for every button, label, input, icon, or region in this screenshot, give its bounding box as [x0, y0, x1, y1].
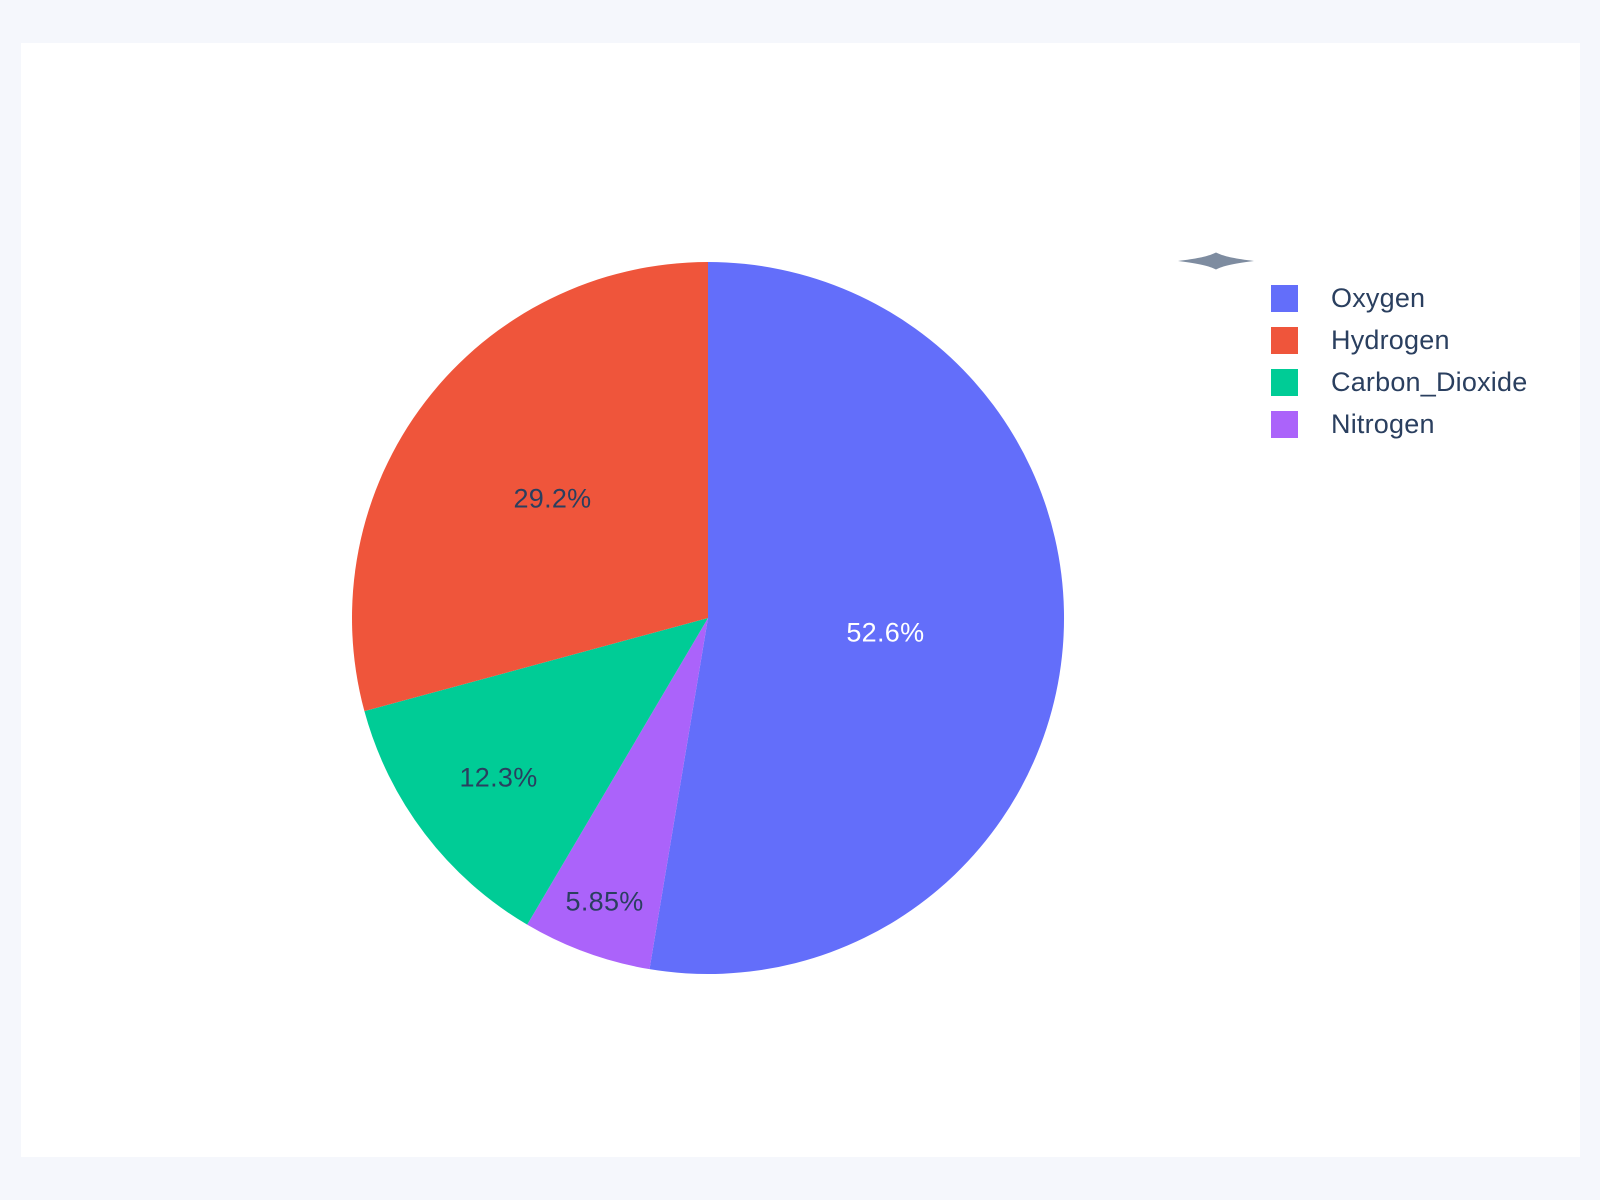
pie-slice-oxygen[interactable]: [649, 262, 1065, 974]
legend: Oxygen Hydrogen Carbon_Dioxide Nitrogen: [1271, 277, 1527, 445]
spindle-diamond-icon: [1178, 252, 1254, 270]
legend-swatch-nitrogen: [1271, 410, 1298, 438]
legend-item-hydrogen[interactable]: Hydrogen: [1271, 319, 1527, 361]
legend-item-carbon-dioxide[interactable]: Carbon_Dioxide: [1271, 361, 1527, 403]
pie-slice-nitrogen[interactable]: [527, 618, 708, 970]
legend-swatch-oxygen: [1271, 284, 1298, 312]
legend-item-nitrogen[interactable]: Nitrogen: [1271, 403, 1527, 445]
legend-label-oxygen: Oxygen: [1331, 282, 1426, 313]
legend-item-oxygen[interactable]: Oxygen: [1271, 277, 1527, 319]
legend-swatch-hydrogen: [1271, 326, 1298, 354]
legend-label-hydrogen: Hydrogen: [1331, 324, 1450, 355]
modebar-toggle-icon[interactable]: [1178, 252, 1254, 270]
pie-slice-carbon_dioxide[interactable]: [364, 618, 708, 925]
pie-slice-hydrogen[interactable]: [352, 262, 708, 712]
legend-label-nitrogen: Nitrogen: [1331, 408, 1435, 439]
legend-label-carbon-dioxide: Carbon_Dioxide: [1331, 366, 1528, 397]
legend-swatch-carbon-dioxide: [1271, 368, 1298, 396]
